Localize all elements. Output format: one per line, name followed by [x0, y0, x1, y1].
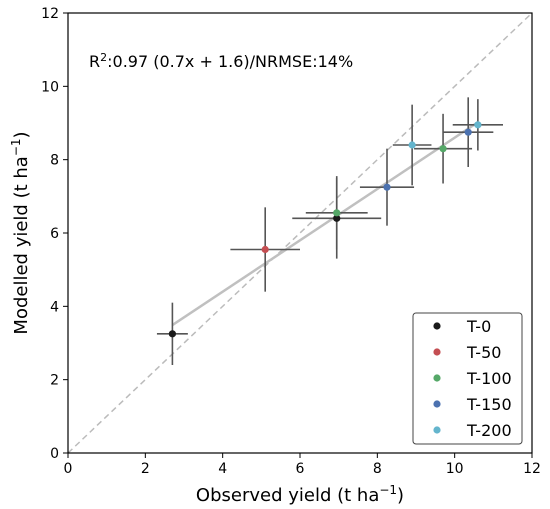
y-tick-label: 6 — [50, 226, 59, 242]
x-tick-label: 10 — [446, 461, 464, 477]
data-point-t-150 — [464, 128, 472, 136]
legend-label: T-50 — [466, 343, 501, 362]
data-point-t-50 — [261, 245, 269, 254]
data-point-t-200 — [408, 141, 416, 149]
plot-area: 0 2 4 6 8 10 12 0 2 4 6 8 10 12 T-0 T-50 T-100 T-150 T-200 — [41, 6, 541, 477]
x-axis-label: Observed yield (t ha−1) — [196, 483, 404, 506]
stats-annotation: R2:0.97 (0.7x + 1.6)/NRMSE:14% — [89, 51, 353, 71]
regression-line — [171, 121, 479, 327]
y-tick-label: 4 — [50, 299, 59, 315]
y-tick-label: 10 — [41, 79, 59, 95]
x-tick-label: 0 — [64, 461, 73, 477]
data-point-t-200 — [474, 121, 482, 129]
x-tick-label: 6 — [296, 461, 305, 477]
one-to-one-line — [67, 12, 533, 454]
legend-label: T-0 — [466, 317, 491, 336]
legend-box — [412, 312, 523, 445]
data-point-t-0 — [333, 214, 341, 222]
y-tick-label: 8 — [50, 153, 59, 169]
y-tick-label: 12 — [41, 6, 59, 22]
legend-marker — [433, 426, 441, 434]
x-tick-label: 8 — [373, 461, 382, 477]
x-tick-label: 2 — [141, 461, 150, 477]
legend-marker — [433, 348, 441, 356]
data-point-t-0 — [168, 330, 176, 338]
legend-label: T-150 — [466, 395, 512, 414]
data-point-t-100 — [333, 209, 341, 217]
legend: T-0 T-50 T-100 T-150 T-200 — [412, 312, 523, 445]
legend-marker — [433, 322, 441, 330]
y-tick-label: 0 — [50, 446, 59, 462]
x-tick-label: 4 — [218, 461, 227, 477]
legend-label: T-200 — [466, 421, 512, 440]
y-axis-label: Modelled yield (t ha−1) — [9, 131, 32, 334]
data-point-t-100 — [439, 145, 447, 153]
legend-label: T-100 — [466, 369, 512, 388]
x-tick-label: 12 — [523, 461, 541, 477]
y-tick-label: 2 — [50, 373, 59, 389]
data-point-t-150 — [383, 183, 391, 191]
legend-marker — [433, 374, 441, 382]
legend-marker — [433, 400, 441, 408]
